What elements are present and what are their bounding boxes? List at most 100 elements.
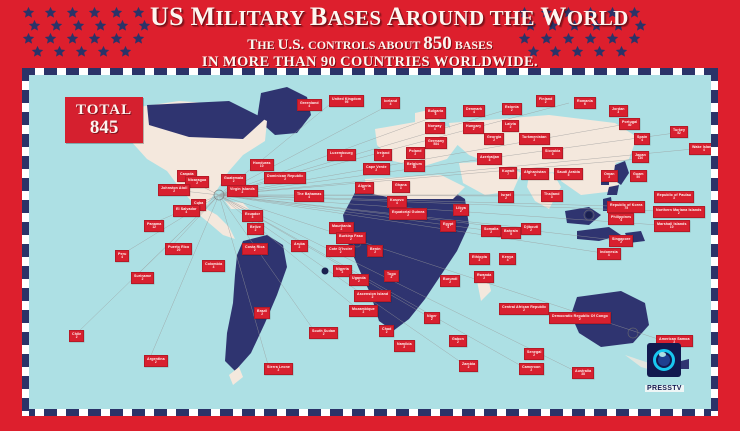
country-label-chip: Namibia 2 [394, 340, 415, 352]
country-label-chip: Peru 4 [115, 250, 130, 262]
star-icon [66, 6, 80, 20]
country-name: The Bahamas [297, 192, 322, 196]
country-label-chip: Puerto Rico 20 [165, 243, 193, 255]
star-icon [518, 6, 532, 20]
star-icon [549, 45, 563, 59]
star-icon [524, 19, 538, 33]
country-base-count: 4 [308, 104, 311, 109]
country-label-chip: Poland 2 [406, 147, 425, 159]
country-name: Costa Rica [245, 245, 265, 249]
country-name: Ireland [377, 151, 390, 155]
country-name: Turkmenistan [522, 135, 547, 139]
country-name: Australia [575, 369, 592, 373]
country-base-count: 2 [374, 250, 377, 255]
country-base-count: 2 [533, 138, 536, 143]
country-label-chip: Somalia 2 [481, 225, 502, 237]
country-label-chip: Aruba 2 [291, 240, 308, 252]
country-base-count: 4 [702, 148, 705, 153]
star-field-left [22, 6, 232, 64]
star-icon [540, 32, 554, 46]
country-name: Mauritania [332, 224, 351, 228]
star-icon [606, 32, 620, 46]
country-base-count: 38 [581, 372, 586, 377]
star-icon [88, 32, 102, 46]
star-icon [44, 6, 58, 20]
star-icon [22, 32, 36, 46]
country-label-chip: Brazil 2 [254, 307, 271, 319]
country-base-count: 2 [483, 276, 486, 281]
star-icon [116, 19, 130, 33]
star-icon [75, 45, 89, 59]
country-label-chip: Chile 2 [69, 330, 85, 342]
country-name: Egypt [443, 222, 454, 226]
country-name: Suriname [134, 274, 152, 278]
country-name: Libya [456, 206, 466, 210]
star-icon [612, 19, 626, 33]
star-icon [628, 32, 642, 46]
total-label: TOTAL [76, 102, 133, 118]
frame-border-left [22, 68, 29, 416]
country-name: Brazil [257, 309, 268, 313]
country-base-count: 2 [414, 152, 417, 157]
country-base-count: 4 [607, 253, 610, 258]
country-base-count: 4 [506, 258, 509, 263]
country-label-chip: Gabon 2 [449, 335, 467, 347]
country-base-count: 2 [490, 230, 493, 235]
country-name: Cote D'Ivoire [329, 247, 353, 251]
country-label-chip: Kenya 4 [499, 253, 517, 265]
country-base-count: 2 [339, 250, 342, 255]
country-label-chip: Luxembourg 2 [327, 149, 356, 161]
star-icon [28, 19, 42, 33]
country-label-chip: Ethiopia 2 [469, 253, 490, 265]
country-base-count: 52 [677, 131, 681, 136]
country-name: Wake Islands [692, 145, 711, 149]
country-base-count: 3 [251, 215, 254, 220]
country-name: Republic of Korea [610, 203, 643, 207]
country-base-count: 2 [357, 279, 360, 284]
country-name: Bulgaria [428, 109, 444, 113]
star-field-right [518, 6, 728, 64]
country-base-count: 2 [579, 317, 581, 322]
country-name: Johnston Atoll [161, 186, 188, 190]
country-name: Togo [387, 272, 396, 276]
country-base-count: 2 [154, 360, 157, 365]
country-label-chip: Spain 4 [634, 133, 651, 145]
country-name: Somalia [484, 227, 499, 231]
star-icon [527, 45, 541, 59]
country-base-count: 2 [298, 245, 301, 250]
country-label-chip: Germany 584 [425, 137, 448, 149]
country-name: Niger [427, 314, 437, 318]
country-base-count: 2 [472, 127, 475, 132]
country-label-chip: Singapore 2 [609, 235, 634, 247]
country-base-count: 4 [473, 110, 475, 115]
country-base-count: 2 [403, 345, 406, 350]
country-name: Burundi [443, 277, 458, 281]
frame-border-top [22, 68, 718, 75]
country-name: Dominican Republic [267, 174, 304, 178]
country-name: Peru [118, 252, 127, 256]
country-name: Nicaragua [188, 178, 207, 182]
country-label-chip: Japan 130 [632, 151, 649, 163]
country-label-chip: Libya 2 [453, 204, 469, 216]
country-name: Belize [250, 225, 261, 229]
country-name: Singapore [612, 237, 631, 241]
star-icon [540, 6, 554, 20]
country-name: Guam [633, 172, 644, 176]
country-label-chip: Algeria 2 [355, 182, 374, 194]
country-label-chip: Israel 2 [498, 191, 514, 203]
total-value: 845 [89, 117, 119, 138]
country-label-chip: Equatorial Guinea 2 [389, 208, 428, 220]
country-label-chip: Turkmenistan 2 [519, 133, 550, 145]
country-base-count: 4 [534, 173, 536, 178]
country-base-count: 2 [457, 340, 459, 345]
country-name: Iceland [384, 99, 398, 103]
country-label-chip: Afghanistan 4 [521, 168, 549, 180]
country-name: Puerto Rico [168, 245, 190, 249]
country-label-chip: Burkina Faso 2 [336, 232, 366, 244]
country-name: Finland [539, 97, 553, 101]
country-name: South Sudan [312, 329, 336, 333]
star-icon [138, 19, 152, 33]
country-label-chip: Kuwait 7 [499, 167, 518, 179]
country-base-count: 2 [322, 332, 325, 337]
